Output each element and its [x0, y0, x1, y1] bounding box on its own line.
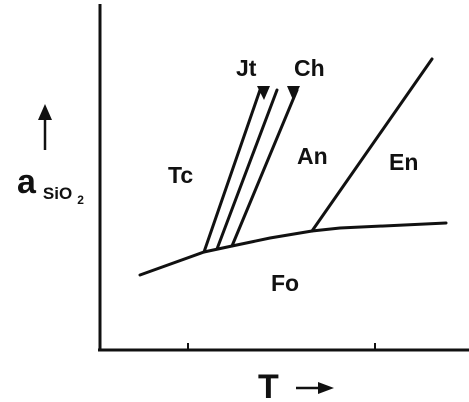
phase-label-en: En	[389, 149, 418, 175]
phase-label-jt: Jt	[236, 55, 257, 81]
tc-jt-boundary-line	[202, 88, 262, 254]
phase-label-fo: Fo	[271, 270, 299, 296]
x-axis-label: T	[258, 368, 279, 402]
ch-an-boundary-line	[230, 88, 299, 248]
phase-label-tc: Tc	[168, 162, 193, 188]
y-axis-label-main: a	[17, 163, 37, 201]
ch-arrow-icon	[287, 86, 300, 100]
an-en-boundary-line	[310, 57, 434, 233]
y-axis-label-subsub: 2	[77, 193, 84, 207]
fo-boundary-curve	[138, 221, 448, 277]
y-axis-label-sub: SiO	[43, 184, 72, 203]
phase-label-ch: Ch	[294, 55, 325, 81]
y-axis-label: a SiO 2	[17, 163, 84, 207]
jt-ch-boundary-line	[215, 88, 279, 251]
y-axis-up-arrow-icon	[38, 104, 52, 120]
jt-arrow-icon	[257, 86, 270, 100]
x-axis-right-arrow-icon	[318, 382, 334, 394]
phase-label-an: An	[297, 143, 328, 169]
